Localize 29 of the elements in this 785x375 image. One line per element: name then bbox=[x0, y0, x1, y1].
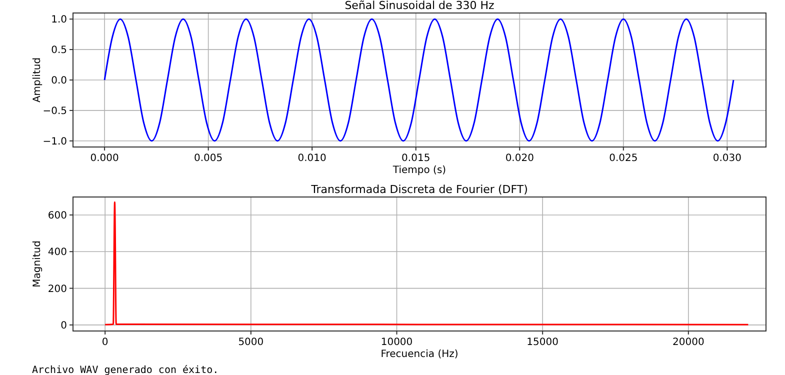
y-axis-title: Magnitud bbox=[32, 240, 43, 288]
y-axis-title: Amplitud bbox=[32, 57, 43, 103]
x-tick-label: 10000 bbox=[380, 337, 413, 348]
x-tick-label: 0.005 bbox=[194, 153, 223, 164]
line-series bbox=[104, 18, 734, 142]
x-tick-label: 15000 bbox=[526, 337, 558, 348]
x-tick-label: 0.025 bbox=[609, 153, 638, 164]
x-tick-label: 0.020 bbox=[505, 153, 534, 164]
x-tick-label: 0 bbox=[102, 337, 108, 348]
x-axis-title: Frecuencia (Hz) bbox=[380, 349, 458, 360]
x-tick-label: 0.000 bbox=[90, 153, 119, 164]
x-axis-title: Tiempo (s) bbox=[392, 165, 446, 176]
y-tick-label: 1.0 bbox=[51, 14, 67, 26]
y-tick-label: 400 bbox=[48, 247, 67, 258]
y-tick-label: −0.5 bbox=[42, 106, 67, 117]
x-tick-label: 20000 bbox=[672, 337, 704, 348]
text: Archivo WAV generado con éxito. bbox=[32, 365, 219, 375]
x-tick-label: 0.015 bbox=[402, 153, 430, 164]
x-tick-label: 0.030 bbox=[712, 153, 742, 164]
y-tick-label: 200 bbox=[48, 284, 67, 295]
x-tick-label: 5000 bbox=[238, 337, 264, 348]
chart-title: Transformada Discreta de Fourier (DFT) bbox=[310, 183, 528, 196]
chart-title: Señal Sinusoidal de 330 Hz bbox=[344, 0, 495, 12]
y-tick-label: 0 bbox=[60, 320, 67, 332]
x-tick-label: 0.010 bbox=[298, 153, 326, 164]
y-tick-label: −1.0 bbox=[42, 136, 67, 148]
y-tick-label: 0.0 bbox=[51, 76, 67, 86]
y-tick-label: 0.5 bbox=[51, 45, 67, 56]
y-tick-label: 600 bbox=[48, 210, 67, 222]
